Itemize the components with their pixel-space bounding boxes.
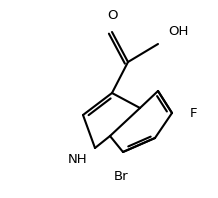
Text: OH: OH xyxy=(168,25,188,38)
Text: Br: Br xyxy=(114,170,128,183)
Text: O: O xyxy=(107,9,117,22)
Text: F: F xyxy=(190,107,198,120)
Text: NH: NH xyxy=(67,153,87,166)
